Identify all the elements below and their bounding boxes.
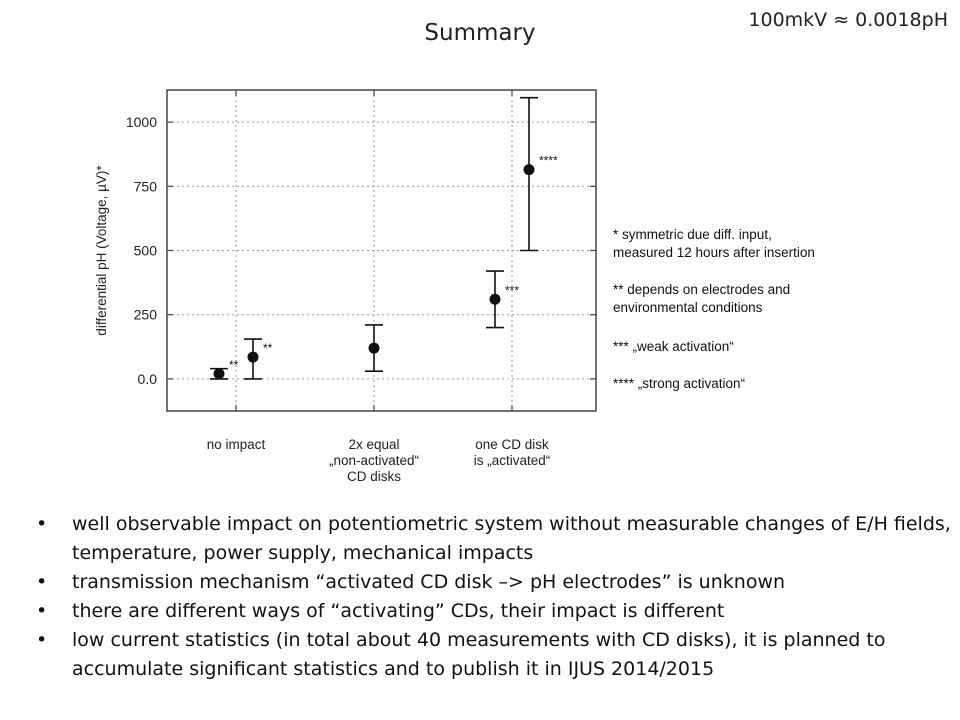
x-category-label: 2x equal „non-activated“ CD disks	[329, 437, 419, 484]
point-marker	[247, 351, 259, 363]
bullet-text: there are different ways of “activating”…	[72, 600, 725, 622]
bullet-list: • well observable impact on potentiometri…	[36, 510, 951, 684]
y-tick-label: 1000	[126, 114, 157, 130]
point-marker	[523, 164, 535, 176]
data-point: ***	[486, 270, 519, 329]
x-category-label: one CD disk is „activated“	[474, 437, 551, 468]
x-axis: no impact 2x equal „non-activated“ CD disks…	[207, 437, 551, 484]
point-annotation: ****	[539, 154, 558, 168]
bullet-icon: •	[36, 513, 48, 535]
bullet-item: • there are different ways of “activating…	[36, 597, 951, 626]
slide-title: Summary	[424, 20, 536, 46]
bullet-item: • well observable impact on potentiometri…	[36, 510, 951, 568]
y-tick-label: 750	[134, 178, 158, 194]
x-category-label-line: 2x equal	[348, 437, 399, 452]
y-tick-label: 500	[134, 243, 158, 259]
x-category-label-line: „non-activated“	[329, 453, 419, 468]
y-tick-label: 0.0	[138, 371, 158, 387]
legend-note-4: **** „strong activation“	[613, 376, 746, 391]
y-axis-label: differential pH (Voltage, µV)*	[94, 165, 109, 336]
bullet-text: low current statistics (in total about 4…	[72, 629, 886, 680]
x-category-label-line: no impact	[207, 437, 266, 452]
x-category-label-line: CD disks	[347, 469, 401, 484]
point-marker	[368, 342, 380, 354]
bullet-text: well observable impact on potentiometric…	[72, 513, 951, 564]
x-category-label-line: is „activated“	[474, 453, 551, 468]
bullet-icon: •	[36, 629, 48, 651]
legend-note-3: *** „weak activation“	[613, 339, 734, 354]
legend-note-2: ** depends on electrodes and environment…	[613, 282, 791, 315]
data-point: **	[244, 338, 273, 380]
y-axis: 0.0 250 500 750 1000	[126, 90, 596, 411]
chart: 0.0 250 500 750 1000 no impact 2x equal „non-a…	[94, 89, 597, 484]
y-tick-label: 250	[134, 307, 158, 323]
bullet-icon: •	[36, 571, 48, 593]
bullet-item: • transmission mechanism “activated CD di…	[36, 568, 951, 597]
legend-notes: * symmetric due diff. input, measured 12…	[613, 226, 943, 414]
x-category-label: no impact	[207, 437, 266, 452]
bullet-icon: •	[36, 600, 48, 622]
point-annotation: **	[229, 358, 239, 372]
grid	[167, 90, 596, 411]
data-point	[365, 324, 383, 372]
data-points: ***********	[210, 96, 558, 380]
point-annotation: **	[263, 341, 273, 355]
point-annotation: ***	[505, 283, 519, 297]
legend-note-1: * symmetric due diff. input, measured 12…	[613, 227, 815, 260]
conversion-note: 100mkV ≈ 0.0018pH	[748, 9, 948, 31]
data-point: **	[210, 358, 239, 380]
point-marker	[489, 293, 501, 305]
x-category-label-line: one CD disk	[475, 437, 549, 452]
data-point: ****	[520, 96, 558, 252]
bullet-item: • low current statistics (in total about …	[36, 626, 951, 684]
point-marker	[213, 368, 225, 380]
bullet-text: transmission mechanism “activated CD dis…	[72, 571, 786, 593]
